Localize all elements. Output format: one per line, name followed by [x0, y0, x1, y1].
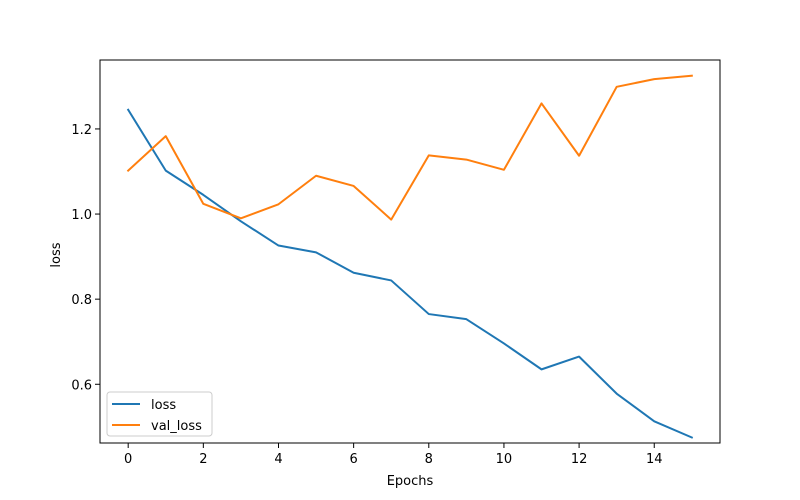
legend: loss val_loss	[106, 391, 213, 437]
y-axis-label: loss	[49, 242, 64, 267]
y-tick-label: 0.6	[71, 378, 92, 393]
series-layer	[99, 59, 721, 444]
x-tick-label: 10	[496, 452, 513, 467]
x-tick-label: 8	[425, 452, 433, 467]
series-line-val-loss	[126, 74, 693, 221]
y-tick-label: 1.0	[71, 208, 92, 223]
x-axis-label: Epochs	[387, 474, 434, 489]
x-axis: 0 2 4 6 8 10 12 14	[124, 443, 663, 467]
x-tick-label: 14	[646, 452, 663, 467]
x-tick-label: 12	[571, 452, 588, 467]
y-tick-label: 0.8	[71, 293, 92, 308]
x-tick-label: 0	[124, 452, 132, 467]
plot-background	[100, 60, 720, 443]
legend-label-loss: loss	[151, 398, 176, 413]
x-tick-label: 4	[274, 452, 282, 467]
y-axis: 0.6 0.8 1.0 1.2	[71, 123, 100, 393]
plot-frame	[99, 59, 721, 444]
y-tick-label: 1.2	[71, 123, 92, 138]
plot-area	[100, 60, 720, 443]
legend-label-val-loss: val_loss	[151, 419, 202, 434]
x-tick-label: 2	[199, 452, 207, 467]
series-line-loss	[126, 108, 694, 439]
x-tick-label: 6	[349, 452, 357, 467]
